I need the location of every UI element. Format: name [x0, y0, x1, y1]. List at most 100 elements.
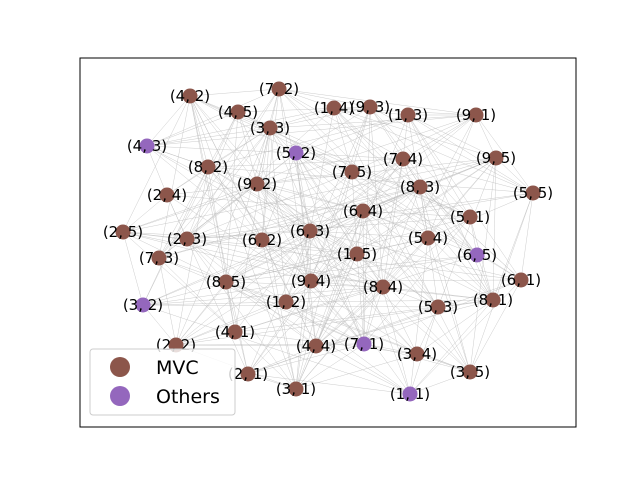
edge: [309, 230, 429, 239]
edge: [175, 331, 236, 346]
edge: [427, 157, 497, 239]
edge: [256, 183, 439, 308]
edge: [492, 192, 534, 301]
edge: [295, 345, 317, 390]
graph-node-label: (1, 2): [266, 293, 306, 311]
edge: [362, 210, 429, 239]
graph-node: [288, 381, 304, 397]
edge: [146, 107, 335, 147]
edge-layer: [122, 88, 534, 395]
graph-node: [356, 336, 372, 352]
graph-node-label: (4, 4): [296, 337, 336, 355]
edge: [247, 343, 365, 375]
graph-node: [344, 164, 360, 180]
edge: [419, 186, 471, 218]
graph-node: [151, 250, 167, 266]
edge: [207, 114, 409, 168]
edge: [402, 158, 471, 373]
graph-node: [200, 159, 216, 175]
edge: [225, 158, 404, 283]
graph-node-label: (9, 4): [291, 272, 331, 290]
graph-node: [355, 203, 371, 219]
edge: [407, 114, 494, 301]
edge: [122, 231, 312, 282]
graph-node-label: (7, 5): [332, 163, 372, 181]
edge: [225, 230, 311, 283]
edge: [469, 192, 534, 373]
edge: [247, 280, 312, 375]
edge: [247, 373, 297, 390]
graph-node-label: (2, 3): [167, 230, 207, 248]
edge: [382, 286, 494, 301]
edge: [166, 194, 364, 212]
graph-node: [375, 279, 391, 295]
edge: [175, 301, 287, 346]
edge: [158, 111, 239, 259]
edge: [256, 183, 494, 301]
edge: [225, 253, 358, 283]
edge: [122, 231, 227, 283]
edge: [207, 166, 364, 212]
edge: [166, 194, 249, 375]
graph-node: [115, 224, 131, 240]
edge: [261, 239, 317, 347]
edge: [158, 186, 421, 259]
edge: [333, 107, 471, 373]
edge: [362, 210, 471, 373]
graph-node-label: (1, 5): [337, 245, 377, 263]
edge: [295, 253, 358, 390]
edge: [309, 230, 358, 255]
edge: [309, 230, 522, 281]
edge: [356, 253, 411, 395]
edge: [146, 88, 280, 147]
edge: [295, 152, 404, 160]
graph-node: [513, 272, 529, 288]
edge: [122, 231, 144, 306]
graph-node-label: (8, 2): [188, 158, 228, 176]
edge: [189, 95, 297, 390]
edge: [407, 114, 534, 194]
edge: [409, 306, 439, 395]
edge: [285, 299, 494, 303]
graph-node: [349, 246, 365, 262]
edge: [427, 237, 439, 308]
graph-node: [462, 209, 478, 225]
graph-node: [395, 151, 411, 167]
edge: [186, 216, 471, 240]
edge: [409, 371, 471, 395]
graph-node-label: (2, 4): [147, 186, 187, 204]
edge: [186, 88, 280, 240]
edge: [247, 158, 404, 375]
graph-node: [159, 187, 175, 203]
edge: [189, 95, 258, 185]
edge: [225, 281, 365, 345]
edge: [142, 216, 471, 306]
edge: [256, 183, 297, 390]
edge: [146, 127, 271, 147]
graph-node: [420, 230, 436, 246]
edge: [158, 257, 236, 333]
graph-node-label: (1, 1): [390, 385, 430, 403]
edge: [186, 127, 271, 240]
edge: [416, 353, 471, 373]
edge: [295, 152, 429, 239]
edge: [363, 158, 404, 345]
graph-node-label: (5, 1): [450, 208, 490, 226]
graph-node-label: (1, 4): [314, 99, 354, 117]
edge: [437, 157, 497, 308]
edge: [189, 95, 209, 168]
graph-node-label: (6, 1): [501, 271, 541, 289]
edge: [122, 183, 258, 233]
edge: [295, 237, 429, 390]
edge: [309, 230, 365, 345]
edge: [295, 286, 384, 390]
edge: [237, 106, 371, 113]
edge: [237, 111, 258, 185]
edge: [362, 158, 404, 212]
edge: [278, 88, 371, 108]
edge: [225, 281, 471, 373]
edge: [351, 114, 477, 173]
graph-node-label: (4, 5): [218, 103, 258, 121]
edge: [310, 253, 358, 282]
